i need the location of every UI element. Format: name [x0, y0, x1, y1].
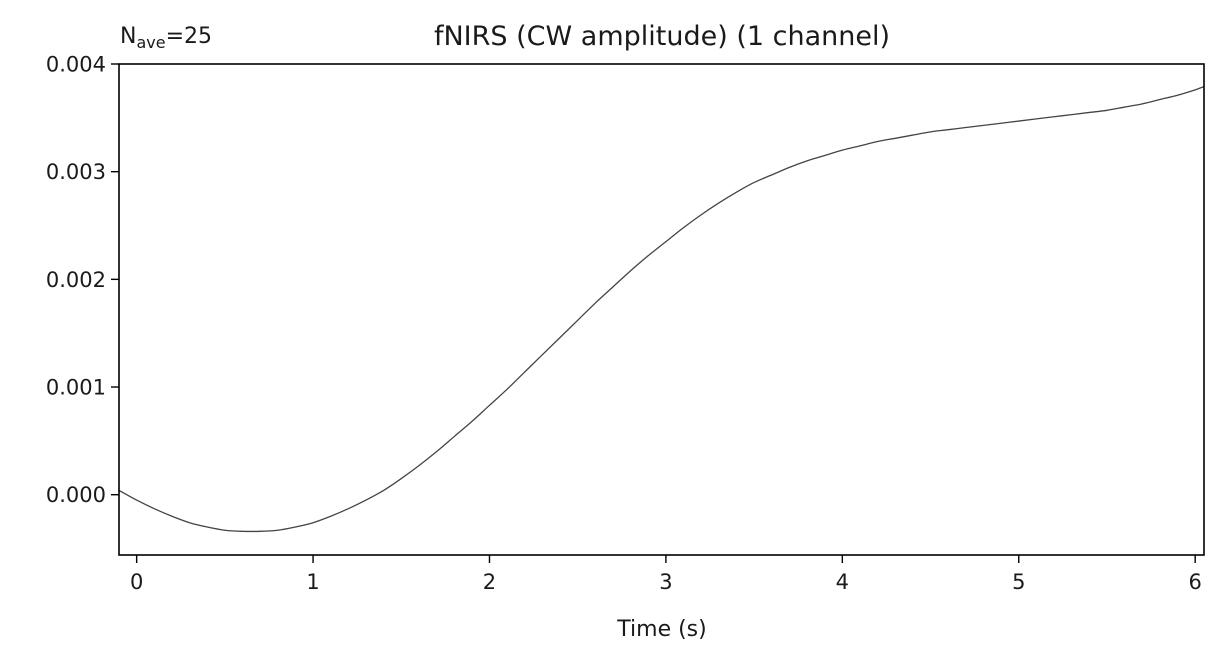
x-tick-label: 0 [130, 570, 143, 594]
y-tick-label: 0.004 [46, 53, 106, 77]
y-tick-label: 0.001 [46, 376, 106, 400]
nave-suffix: =25 [166, 24, 212, 49]
chart-title: fNIRS (CW amplitude) (1 channel) [434, 21, 890, 52]
x-tick-label: 4 [836, 570, 849, 594]
y-tick-label: 0.002 [46, 268, 106, 292]
axes-frame [118, 63, 1205, 556]
ticks-group: 0 1 2 3 4 5 6 0.000 0.001 0.002 0.003 0.004 [46, 53, 1202, 595]
plot-area [118, 85, 1205, 533]
nave-prefix: N [120, 24, 136, 49]
series-line [118, 85, 1205, 533]
x-tick-label: 6 [1188, 570, 1201, 594]
y-tick-label: 0.003 [46, 160, 106, 184]
x-tick-label: 3 [659, 570, 672, 594]
x-tick-label: 1 [306, 570, 319, 594]
nave-subscript: ave [136, 33, 165, 52]
x-tick-label: 2 [483, 570, 496, 594]
y-tick-label: 0.000 [46, 483, 106, 507]
x-axis-label: Time (s) [616, 617, 706, 642]
x-tick-label: 5 [1012, 570, 1025, 594]
nave-annotation: Nave=25 [120, 24, 212, 52]
